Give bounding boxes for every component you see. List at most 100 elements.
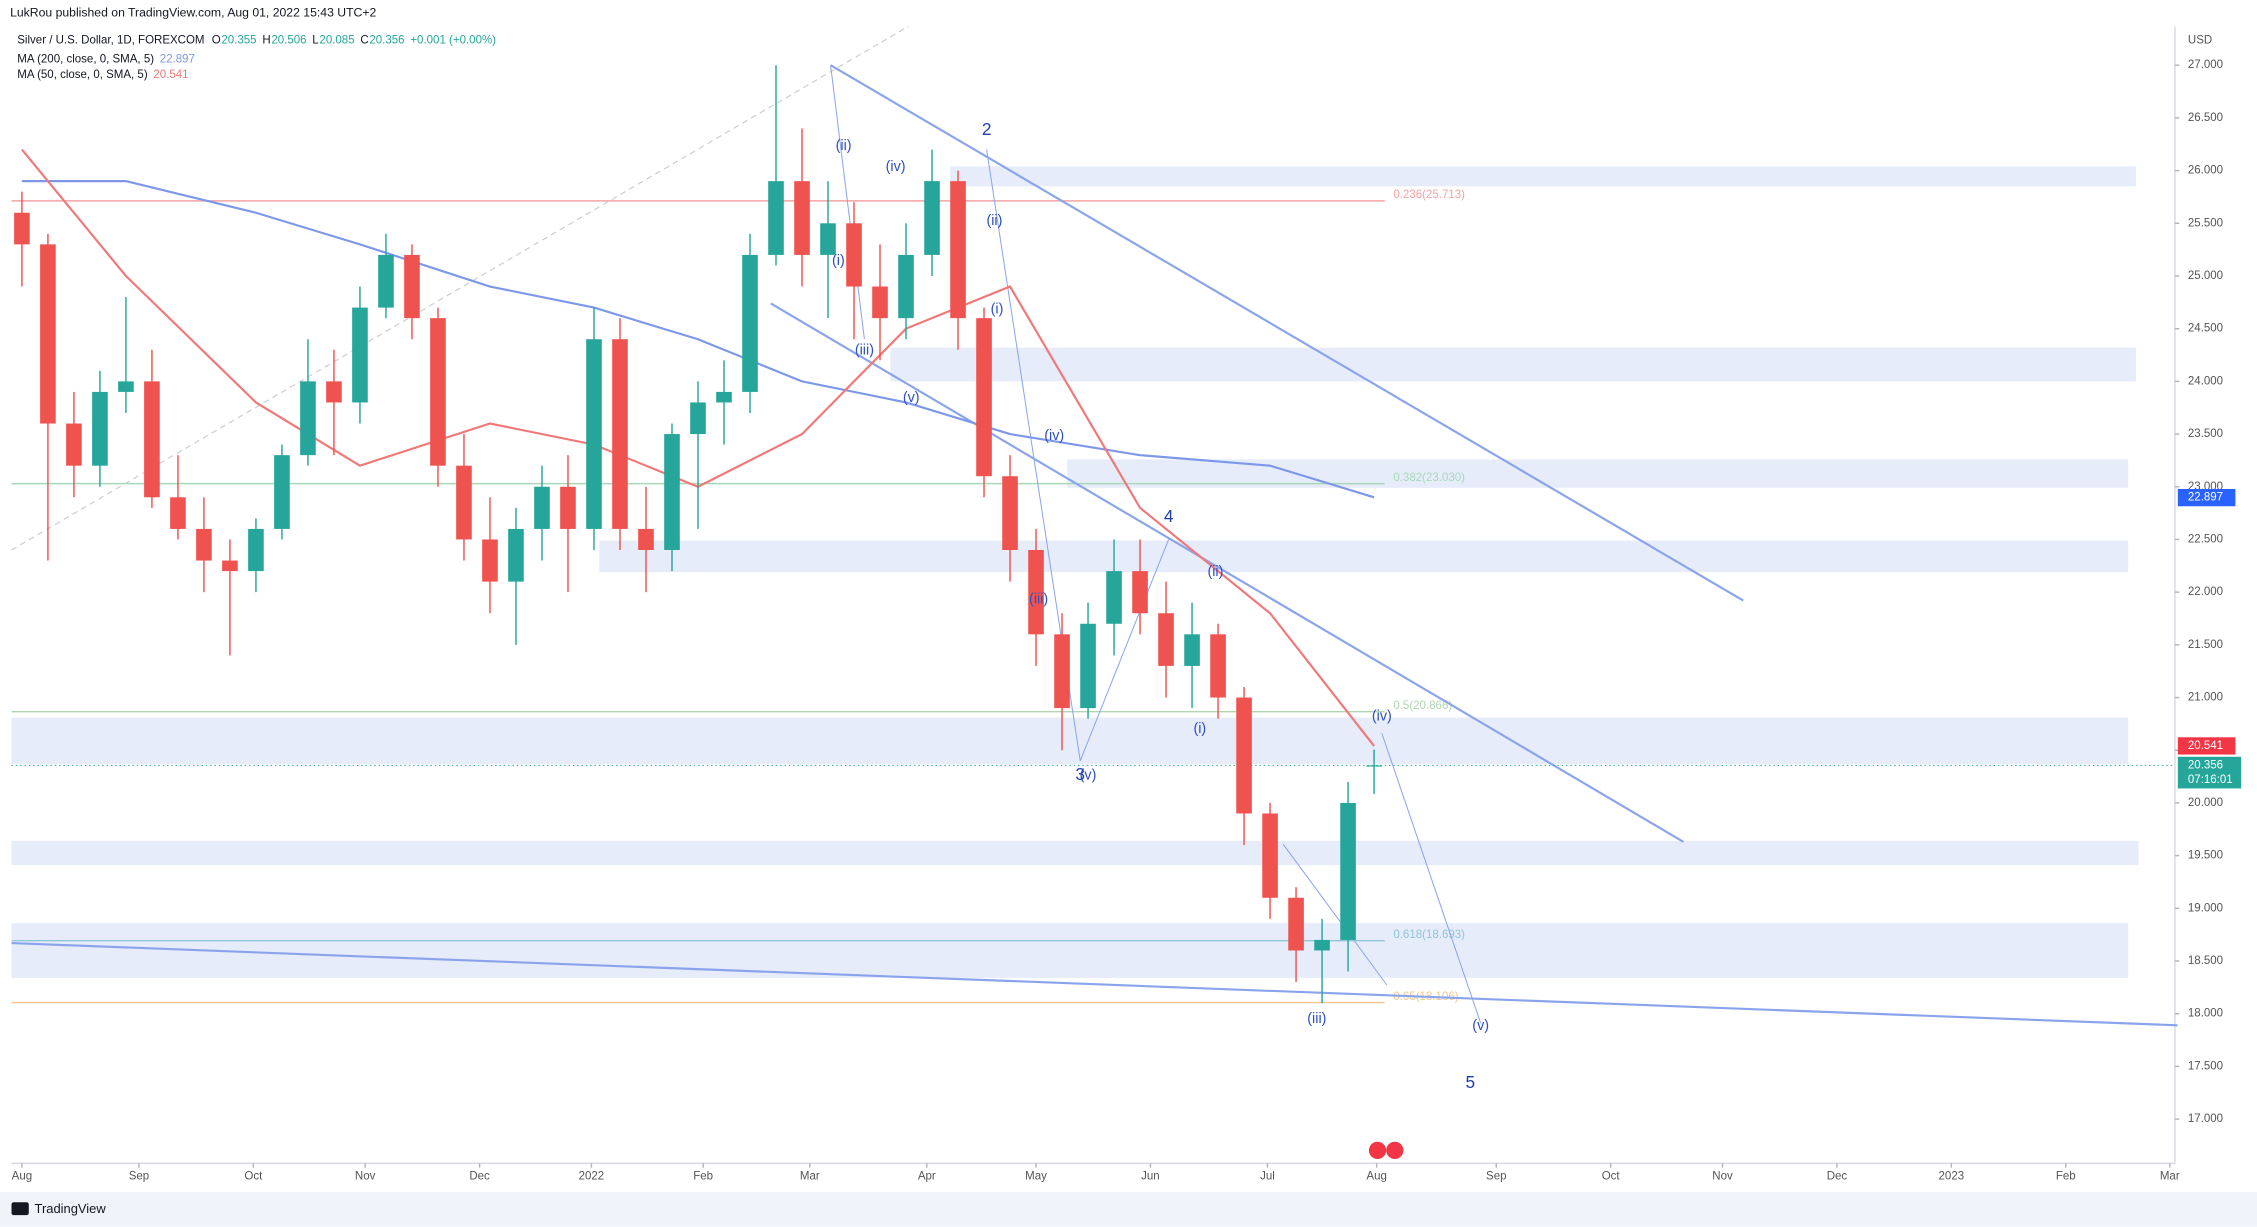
y-tick-label: 18.000 bbox=[2188, 1008, 2223, 1020]
candle-body bbox=[378, 254, 394, 308]
y-tick-label: 22.000 bbox=[2188, 586, 2223, 598]
candle-body bbox=[1028, 549, 1044, 635]
currency: USD bbox=[2188, 35, 2212, 47]
candle-body bbox=[300, 381, 316, 456]
candle bbox=[482, 497, 498, 614]
wave-label: (ii) bbox=[986, 213, 1002, 229]
candle-body bbox=[898, 254, 914, 319]
x-tick-label: Feb bbox=[693, 1170, 713, 1182]
candle-body bbox=[430, 318, 446, 466]
candle bbox=[612, 318, 628, 550]
candle bbox=[586, 307, 602, 550]
candle-body bbox=[742, 254, 758, 392]
event-icon bbox=[1368, 1141, 1404, 1160]
axis-current-box bbox=[2177, 756, 2242, 789]
indicator-name: MA (200, close, 0, SMA, 5) bbox=[17, 53, 154, 65]
candle-body bbox=[638, 528, 654, 550]
fib-label: 0.382(23.030) bbox=[1393, 472, 1465, 484]
wave-label: 4 bbox=[1164, 506, 1174, 526]
candle bbox=[196, 497, 212, 593]
candle-body bbox=[560, 486, 576, 529]
candle bbox=[534, 465, 550, 561]
candle-body bbox=[846, 223, 862, 287]
x-tick-label: 2023 bbox=[1939, 1170, 1965, 1182]
candle-body bbox=[1210, 634, 1226, 698]
candle-body bbox=[976, 318, 992, 477]
wave-label: 5 bbox=[1465, 1072, 1475, 1092]
x-tick-label: Feb bbox=[2056, 1170, 2076, 1182]
wave-label: (iii) bbox=[1307, 1011, 1326, 1027]
y-tick-label: 23.500 bbox=[2188, 428, 2223, 440]
candle bbox=[690, 381, 706, 529]
candle-body bbox=[196, 528, 212, 561]
candle bbox=[794, 128, 810, 287]
candle-body bbox=[170, 497, 186, 529]
candle-body bbox=[794, 181, 810, 255]
candle bbox=[14, 191, 30, 287]
candle bbox=[1132, 539, 1148, 635]
candle bbox=[820, 181, 836, 319]
candle-body bbox=[872, 286, 888, 319]
y-tick-label: 17.000 bbox=[2188, 1113, 2223, 1125]
candle-body bbox=[92, 391, 108, 466]
candle bbox=[1054, 613, 1070, 751]
x-tick-label: 2022 bbox=[579, 1170, 605, 1182]
legend-text: O bbox=[212, 35, 221, 47]
candle-body bbox=[1054, 634, 1070, 709]
y-tick-label: 24.000 bbox=[2188, 375, 2223, 387]
fib-label: 0.5(20.866) bbox=[1393, 700, 1452, 712]
candle-body bbox=[1106, 571, 1122, 624]
y-tick-label: 24.500 bbox=[2188, 323, 2223, 335]
trend-line bbox=[830, 65, 865, 340]
y-tick-label: 25.500 bbox=[2188, 217, 2223, 229]
x-tick-label: Jun bbox=[1141, 1170, 1160, 1182]
trend-line bbox=[830, 64, 1744, 602]
trend-line bbox=[770, 302, 1685, 843]
x-tick-label: Apr bbox=[918, 1170, 936, 1182]
wave-label: (iv) bbox=[886, 159, 906, 175]
candle bbox=[1106, 539, 1122, 656]
zone bbox=[11, 840, 2139, 866]
trend-line bbox=[1079, 539, 1170, 761]
x-tick-label: Oct bbox=[244, 1170, 263, 1182]
indicator-value: 22.897 bbox=[160, 53, 195, 65]
candle bbox=[404, 244, 420, 340]
candle bbox=[248, 518, 264, 593]
trend-line bbox=[1381, 733, 1482, 1024]
x-tick-label: Aug bbox=[12, 1170, 32, 1182]
candle-body bbox=[1132, 571, 1148, 614]
candle-body bbox=[1340, 802, 1356, 940]
axis-price-box bbox=[2177, 737, 2236, 755]
candle-body bbox=[508, 528, 524, 582]
candle bbox=[456, 434, 472, 561]
legend-text: 20.085 bbox=[319, 35, 354, 47]
x-tick-label: Mar bbox=[2160, 1170, 2180, 1182]
candle-body bbox=[1366, 765, 1382, 767]
candle bbox=[638, 486, 654, 593]
legend-text: 20.355 bbox=[221, 35, 256, 47]
x-tick-label: Jul bbox=[1260, 1170, 1275, 1182]
wave-label: (ii) bbox=[836, 138, 852, 154]
candle bbox=[768, 65, 784, 266]
candle-body bbox=[482, 539, 498, 582]
candle-body bbox=[1288, 897, 1304, 951]
x-tick-label: Nov bbox=[1712, 1170, 1733, 1182]
legend-text: Silver / U.S. Dollar, 1D, FOREXCOM bbox=[17, 35, 204, 47]
candle bbox=[1236, 687, 1252, 846]
legend-text: C bbox=[360, 35, 368, 47]
wave-label: (i) bbox=[991, 302, 1004, 318]
candle-body bbox=[404, 254, 420, 319]
y-tick-label: 22.500 bbox=[2188, 534, 2223, 546]
wave-label: (i) bbox=[832, 253, 845, 269]
candle bbox=[742, 233, 758, 413]
y-tick-label: 17.500 bbox=[2188, 1060, 2223, 1072]
candle-body bbox=[456, 465, 472, 540]
candle bbox=[664, 423, 680, 572]
x-tick-label: Dec bbox=[469, 1170, 490, 1182]
y-tick-label: 27.000 bbox=[2188, 59, 2223, 71]
candle-body bbox=[1184, 634, 1200, 666]
indicator-name: MA (50, close, 0, SMA, 5) bbox=[17, 69, 148, 81]
candle bbox=[118, 297, 134, 413]
candle bbox=[300, 339, 316, 466]
x-tick-label: Sep bbox=[129, 1170, 149, 1182]
